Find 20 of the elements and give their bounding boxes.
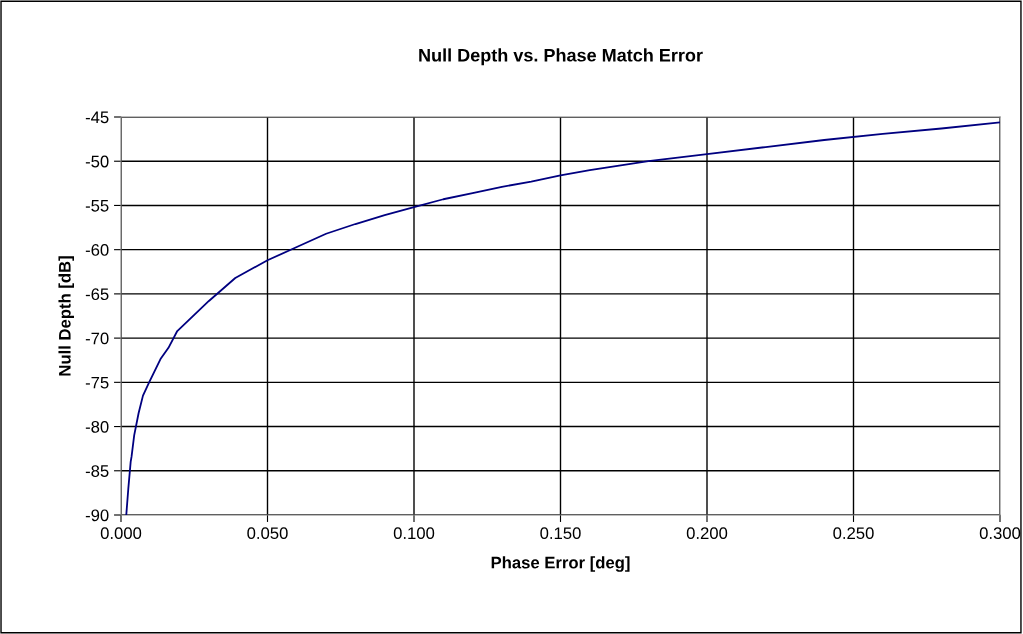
y-tick-label: -85 [85, 465, 109, 477]
chart-title: Null Depth vs. Phase Match Error [419, 48, 703, 66]
x-tick-label: 0.150 [540, 527, 581, 540]
x-tick-label: 0.200 [686, 527, 728, 540]
x-tick-label: 0.100 [393, 527, 435, 540]
x-tick-label: 0.250 [833, 527, 874, 540]
x-tick-label: 0.000 [100, 527, 142, 540]
y-tick-label: -55 [85, 200, 109, 212]
y-tick-label: -70 [85, 332, 109, 345]
y-tick-label: -75 [85, 376, 109, 389]
line-series [125, 121, 1000, 515]
x-axis-title: Phase Error [deg] [491, 556, 630, 572]
x-tick-label: 0.050 [247, 527, 288, 540]
y-tick-label: -50 [85, 155, 109, 168]
y-axis-title: Null Depth [dB] [58, 256, 74, 376]
y-tick-label: -60 [85, 244, 109, 256]
y-tick-label: -80 [85, 420, 109, 433]
y-tick-label: -65 [85, 288, 109, 301]
y-tick-label: -90 [85, 509, 109, 522]
y-tick-label: -45 [85, 111, 109, 124]
